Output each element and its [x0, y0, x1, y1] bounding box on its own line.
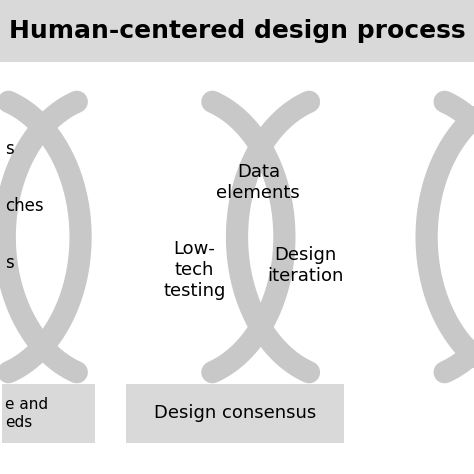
Bar [126, 384, 344, 443]
Text: Low-
tech
testing: Low- tech testing [163, 240, 226, 300]
Text: Data
elements: Data elements [217, 163, 300, 202]
Text: s: s [5, 254, 13, 272]
Text: Human-centered design process: Human-centered design process [9, 19, 465, 43]
Bar [2, 384, 95, 443]
Text: ches: ches [5, 197, 43, 215]
Text: e and
eds: e and eds [5, 397, 48, 429]
Bar [0, 0, 474, 62]
Text: Design
iteration: Design iteration [267, 246, 344, 285]
Text: Design consensus: Design consensus [154, 404, 316, 422]
Text: s: s [5, 140, 13, 158]
